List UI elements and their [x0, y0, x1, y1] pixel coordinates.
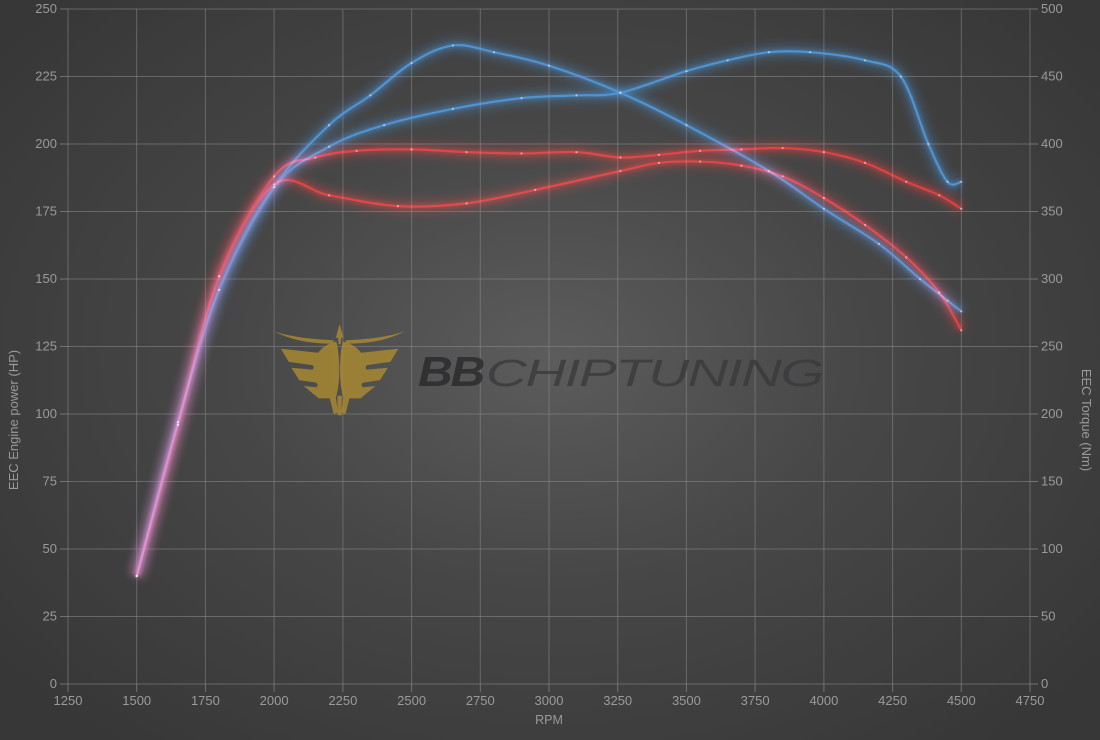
svg-text:25: 25 [43, 609, 57, 624]
svg-text:100: 100 [35, 406, 57, 421]
svg-text:4500: 4500 [947, 693, 976, 708]
svg-text:3250: 3250 [603, 693, 632, 708]
svg-text:3500: 3500 [672, 693, 701, 708]
svg-text:RPM: RPM [535, 713, 563, 727]
svg-text:1250: 1250 [54, 693, 83, 708]
svg-text:500: 500 [1041, 1, 1063, 16]
svg-text:250: 250 [1041, 339, 1063, 354]
svg-text:1750: 1750 [191, 693, 220, 708]
svg-text:125: 125 [35, 339, 57, 354]
svg-text:200: 200 [35, 136, 57, 151]
svg-text:3000: 3000 [535, 693, 564, 708]
svg-text:200: 200 [1041, 406, 1063, 421]
svg-text:4000: 4000 [809, 693, 838, 708]
svg-text:CHIPTUNING: CHIPTUNING [486, 353, 823, 395]
svg-text:EEC Engine power (HP): EEC Engine power (HP) [6, 350, 21, 490]
svg-text:2750: 2750 [466, 693, 495, 708]
svg-text:4750: 4750 [1016, 693, 1045, 708]
svg-text:150: 150 [1041, 474, 1063, 489]
svg-text:400: 400 [1041, 136, 1063, 151]
svg-text:2000: 2000 [260, 693, 289, 708]
svg-text:50: 50 [1041, 609, 1055, 624]
svg-text:175: 175 [35, 204, 57, 219]
svg-text:EEC Torque (Nm): EEC Torque (Nm) [1079, 369, 1094, 471]
svg-text:250: 250 [35, 1, 57, 16]
svg-text:450: 450 [1041, 69, 1063, 84]
svg-text:4250: 4250 [878, 693, 907, 708]
svg-text:100: 100 [1041, 541, 1063, 556]
svg-text:75: 75 [43, 474, 57, 489]
svg-text:2250: 2250 [328, 693, 357, 708]
svg-text:0: 0 [50, 676, 57, 691]
svg-text:225: 225 [35, 69, 57, 84]
svg-text:350: 350 [1041, 204, 1063, 219]
svg-text:BB: BB [418, 348, 484, 395]
svg-text:2500: 2500 [397, 693, 426, 708]
svg-text:50: 50 [43, 541, 57, 556]
svg-text:150: 150 [35, 271, 57, 286]
svg-text:3750: 3750 [741, 693, 770, 708]
svg-text:1500: 1500 [122, 693, 151, 708]
svg-text:0: 0 [1041, 676, 1048, 691]
svg-text:300: 300 [1041, 271, 1063, 286]
